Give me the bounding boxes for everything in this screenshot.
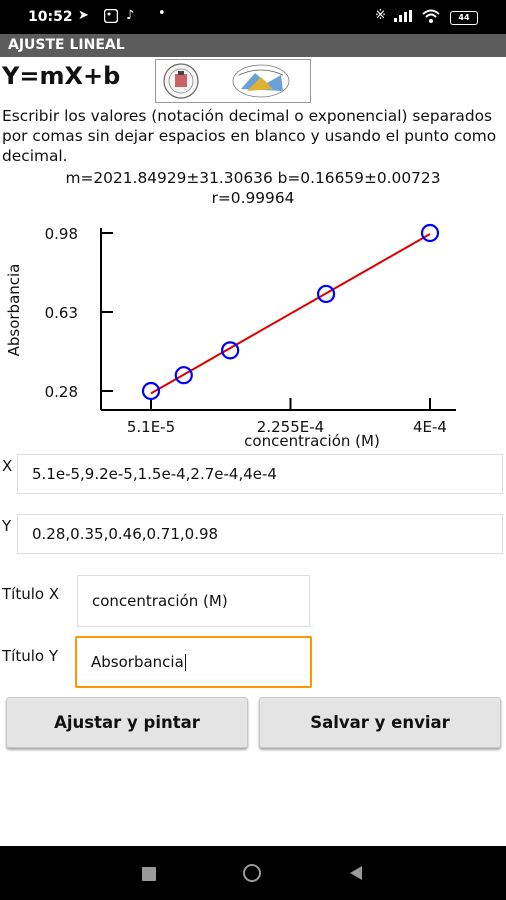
image-icon <box>103 8 119 27</box>
battery-icon: 44 <box>450 11 478 25</box>
x-tick-label: 4E-4 <box>413 418 447 436</box>
fit-and-plot-button[interactable]: Ajustar y pintar <box>6 697 248 748</box>
university-logo <box>163 63 290 99</box>
titulo-x-text: concentración (M) <box>92 592 228 610</box>
titulo-x-input[interactable]: concentración (M) <box>77 575 310 627</box>
fit-chart: 0.28 0.63 0.98 5.1E-5 2.255E-4 4E-4 concentrac… <box>5 223 456 450</box>
navigation-icon: ➤ <box>78 8 89 23</box>
save-and-send-button[interactable]: Salvar y enviar <box>259 697 501 748</box>
regression-line <box>150 233 431 395</box>
y-axis-label: Absorbancia <box>5 264 23 357</box>
x-tick-label: 5.1E-5 <box>127 418 175 436</box>
titulo-y-text: Absorbancia <box>91 653 184 671</box>
data-point <box>316 284 336 304</box>
x-label: X <box>2 457 13 475</box>
navigation-bar <box>0 846 506 900</box>
y-values-text: 0.28,0.35,0.46,0.71,0.98 <box>32 525 219 543</box>
data-point <box>174 366 193 385</box>
x-values-input[interactable]: 5.1e-5,9.2e-5,1.5e-4,2.7e-4,4e-4 <box>17 454 503 494</box>
bluetooth-icon: ※ <box>375 8 386 23</box>
data-point <box>221 341 240 360</box>
data-point <box>420 223 440 243</box>
status-time: 10:52 <box>28 9 73 25</box>
recents-button-icon[interactable] <box>142 867 156 881</box>
y-tick-label: 0.28 <box>45 383 78 401</box>
signal-icon <box>394 10 412 26</box>
wifi-icon <box>422 9 440 27</box>
x-tick-label: 2.255E-4 <box>257 418 324 436</box>
logos-box <box>155 59 311 103</box>
y-label: Y <box>2 517 12 535</box>
app-title: AJUSTE LINEAL <box>0 34 506 57</box>
home-button-icon[interactable] <box>243 864 261 882</box>
dot-icon: • <box>158 6 166 21</box>
instructions-text: Escribir los valores (notación decimal o… <box>2 107 497 165</box>
y-values-input[interactable]: 0.28,0.35,0.46,0.71,0.98 <box>17 514 503 554</box>
x-axis-label: concentración (M) <box>244 432 380 450</box>
tiktok-icon: ♪ <box>126 8 135 23</box>
titulo-y-input[interactable]: Absorbancia <box>75 636 312 688</box>
back-button-icon[interactable] <box>349 865 363 881</box>
x-values-text: 5.1e-5,9.2e-5,1.5e-4,2.7e-4,4e-4 <box>32 465 277 483</box>
fit-parameters: m=2021.84929±31.30636 b=0.16659±0.00723 <box>65 169 441 187</box>
text-cursor <box>184 653 186 671</box>
status-bar: 10:52 ➤ ♪ • ※ 44 <box>0 0 506 34</box>
formula-title: Y=mX+b <box>2 62 121 90</box>
titulo-y-label: Título Y <box>2 647 58 665</box>
correlation-coefficient: r=0.99964 <box>211 189 295 207</box>
y-tick-label: 0.98 <box>45 225 78 243</box>
data-point <box>141 381 161 401</box>
y-tick-label: 0.63 <box>45 304 78 322</box>
titulo-x-label: Título X <box>2 585 60 603</box>
